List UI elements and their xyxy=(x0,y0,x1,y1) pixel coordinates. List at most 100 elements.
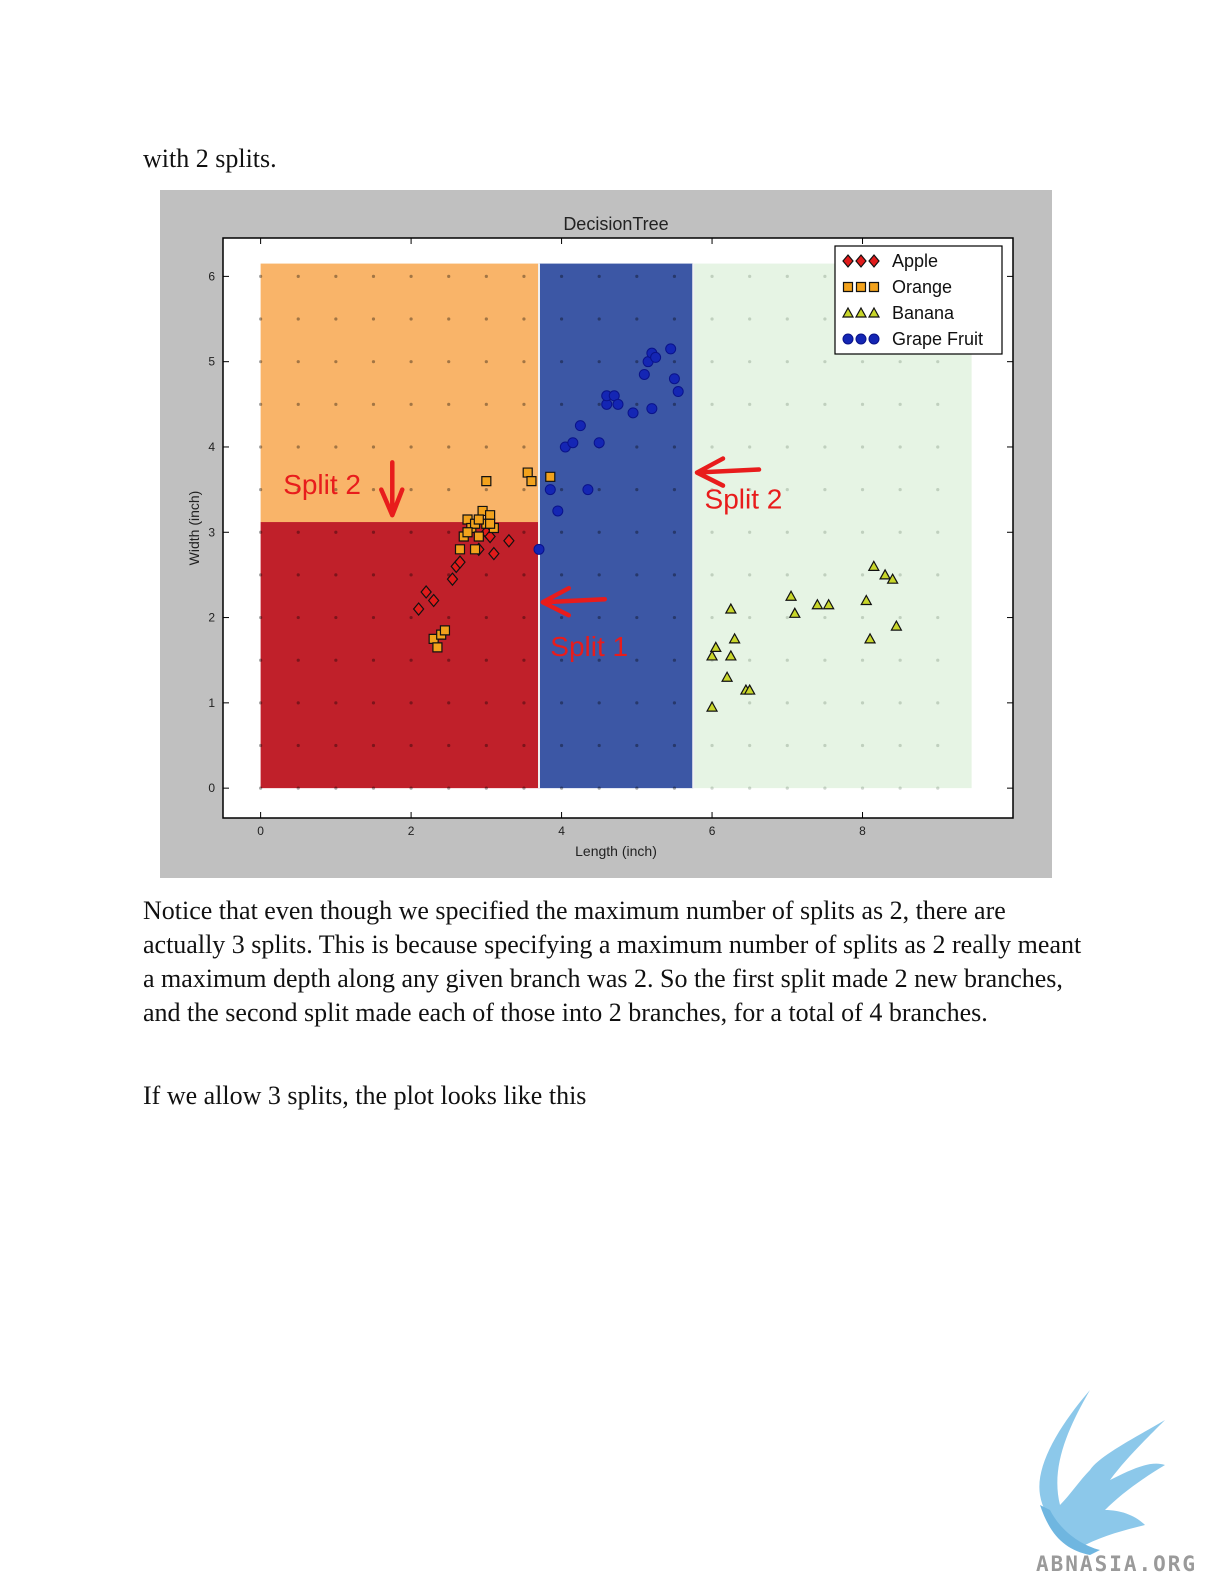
grid-dot xyxy=(898,445,902,449)
grid-dot xyxy=(635,701,639,705)
grid-dot xyxy=(860,743,865,748)
abnasia-logo xyxy=(1039,1390,1165,1555)
region-orange xyxy=(260,263,539,523)
legend: Apple Orange Banana Grape Fruit xyxy=(834,245,1003,355)
grid-dot xyxy=(259,488,263,492)
grid-dot xyxy=(409,573,413,577)
paragraph-next: If we allow 3 splits, the plot looks lik… xyxy=(143,1081,587,1110)
grid-dot xyxy=(635,573,639,577)
chart-title: DecisionTree xyxy=(563,214,668,234)
grid-dot xyxy=(371,743,376,748)
grape-fruit-point xyxy=(668,373,680,385)
grid-dot xyxy=(296,573,300,577)
grid-dot xyxy=(898,658,902,662)
legend-marker xyxy=(868,281,880,293)
grape-fruit-point xyxy=(582,484,594,496)
grid-dot xyxy=(559,530,564,534)
x-axis-ticks: 0 2 4 6 8 xyxy=(257,238,866,838)
banana-point xyxy=(706,700,719,712)
banana-point xyxy=(785,589,798,601)
grid-dot xyxy=(860,573,865,577)
grid-dot xyxy=(597,658,601,662)
grid-dot xyxy=(898,701,902,705)
apple-point xyxy=(446,572,459,587)
grid-dot xyxy=(522,402,526,406)
split-arrow-down xyxy=(379,460,405,518)
grid-dot xyxy=(296,402,300,406)
grid-dot xyxy=(371,786,376,790)
grape-fruit-point xyxy=(593,437,605,449)
grid-dot xyxy=(898,743,902,748)
banana-point xyxy=(724,602,737,614)
banana-point xyxy=(879,568,892,580)
grid-dot xyxy=(447,573,451,577)
grid-dot xyxy=(559,488,564,492)
grid-dot xyxy=(748,573,752,577)
grid-dot xyxy=(672,573,677,577)
grid-dot xyxy=(334,445,338,449)
legend-marker xyxy=(855,333,867,345)
grid-dot xyxy=(672,402,677,406)
banana-point xyxy=(864,632,877,644)
grid-dot xyxy=(672,615,677,620)
decision-tree-figure: DecisionTree 0 2 4 6 8 0 1 2 3 4 5 6 Length (inch)… xyxy=(160,190,1052,878)
orange-point xyxy=(469,544,481,555)
grid-dot xyxy=(334,274,338,278)
grid-dot xyxy=(748,786,752,790)
grid-dot xyxy=(371,488,376,492)
grape-fruit-point xyxy=(552,505,564,517)
grid-dot xyxy=(597,573,601,577)
grid-dot xyxy=(672,786,677,790)
grid-dot xyxy=(559,786,564,790)
grid-dot xyxy=(447,317,451,321)
grid-dot xyxy=(672,445,677,449)
grid-dot xyxy=(597,488,601,492)
grid-dot xyxy=(371,658,376,662)
grid-dot xyxy=(296,274,300,278)
grid-dot xyxy=(710,488,714,492)
grid-dot xyxy=(559,360,564,364)
grid-dot xyxy=(559,573,564,577)
grid-dot xyxy=(334,317,338,321)
grid-dot xyxy=(334,658,338,662)
grid-dot xyxy=(409,445,413,449)
grid-dot xyxy=(748,701,752,705)
y-tick-label: 5 xyxy=(208,355,215,369)
grid-dot xyxy=(597,530,601,534)
grid-dot xyxy=(748,615,752,620)
banana-point xyxy=(822,598,835,610)
legend-marker xyxy=(842,281,854,293)
grid-dot xyxy=(296,743,300,748)
grid-dot xyxy=(296,445,300,449)
legend-marker xyxy=(841,306,855,318)
grid-dot xyxy=(522,360,526,364)
grid-dot xyxy=(860,701,865,705)
grid-dot xyxy=(823,615,827,620)
banana-point xyxy=(886,572,899,584)
grid-dot xyxy=(259,530,263,534)
grid-dot xyxy=(484,317,488,321)
grid-dot xyxy=(710,317,714,321)
grid-dot xyxy=(522,274,526,278)
apple-point xyxy=(420,585,432,599)
grid-dot xyxy=(409,360,413,364)
grid-dot xyxy=(936,786,940,790)
banana-point xyxy=(860,594,873,606)
grid-dot xyxy=(296,317,300,321)
banana-point xyxy=(890,619,903,631)
split-label-3: Split 1 xyxy=(550,631,628,662)
grid-dot xyxy=(672,530,677,534)
orange-point xyxy=(473,531,484,542)
logo-text: ABNASIA.ORG xyxy=(1036,1552,1198,1576)
grid-dot xyxy=(823,317,827,321)
decision-tree-chart: DecisionTree 0 2 4 6 8 0 1 2 3 4 5 6 Length (inch)… xyxy=(186,214,1014,859)
y-axis-label: Width (inch) xyxy=(186,491,202,566)
grid-dot xyxy=(785,615,789,620)
grid-dot xyxy=(936,615,940,620)
grid-dot xyxy=(371,360,376,364)
grid-dots xyxy=(259,274,940,790)
grid-dot xyxy=(259,786,263,790)
grid-dot xyxy=(710,615,714,620)
grid-dot xyxy=(672,743,677,748)
grid-dot xyxy=(823,530,827,534)
